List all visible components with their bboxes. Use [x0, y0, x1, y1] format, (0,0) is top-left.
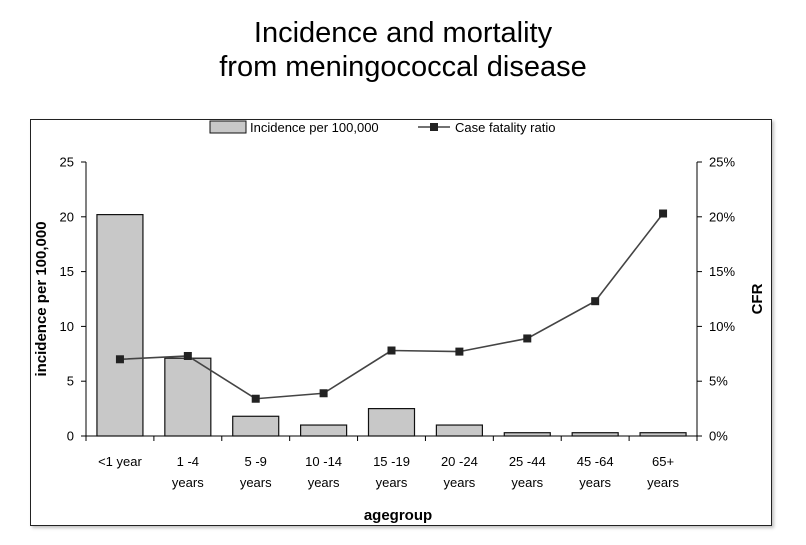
bar: [96, 214, 144, 437]
y-axis-title: incidence per 100,000: [33, 221, 50, 376]
cfr-point: [251, 394, 260, 403]
y-tick-label-right: 20%: [709, 209, 735, 224]
y-tick-label-right: 10%: [709, 319, 735, 334]
x-tick-label: 5 -9: [245, 454, 267, 469]
x-tick-label: years: [308, 475, 340, 490]
x-tick-label: 65+: [652, 454, 674, 469]
bar: [639, 432, 687, 437]
y2-axis-title: CFR: [749, 283, 766, 314]
x-tick-label: 10 -14: [305, 454, 342, 469]
x-tick-label: years: [511, 475, 543, 490]
x-tick-label: years: [647, 475, 679, 490]
y-tick-label-left: 10: [60, 319, 74, 334]
bar: [300, 424, 348, 437]
x-tick-label: 20 -24: [441, 454, 478, 469]
x-tick-label: years: [240, 475, 272, 490]
y-tick-label-right: 0%: [709, 429, 728, 444]
cfr-point: [183, 351, 192, 360]
bar: [571, 432, 619, 437]
y-tick-label-right: 25%: [709, 155, 735, 170]
y-tick-label-right: 5%: [709, 374, 728, 389]
cfr-point: [387, 346, 396, 355]
x-tick-label: <1 year: [98, 454, 142, 469]
bar: [435, 424, 483, 437]
legend-label-incidence: Incidence per 100,000: [250, 120, 379, 135]
title-line-1: Incidence and mortality: [253, 17, 553, 49]
x-tick-label: 25 -44: [509, 454, 546, 469]
legend-label-cfr: Case fatality ratio: [455, 120, 555, 135]
bar: [503, 432, 551, 437]
cfr-point: [455, 347, 464, 356]
y-tick-label-left: 0: [67, 429, 74, 444]
x-tick-label: years: [172, 475, 204, 490]
y-tick-label-left: 5: [67, 374, 74, 389]
legend-marker-swatch: [430, 123, 438, 131]
x-tick-label: years: [376, 475, 408, 490]
bar: [164, 357, 212, 437]
y-tick-label-left: 15: [60, 264, 74, 279]
cfr-point: [115, 355, 124, 364]
y-tick-label-left: 20: [60, 209, 74, 224]
x-tick-label: 45 -64: [577, 454, 614, 469]
x-tick-label: years: [443, 475, 475, 490]
title-line-2: from meningococcal disease: [219, 51, 587, 83]
bar: [232, 415, 280, 437]
cfr-point: [659, 209, 668, 218]
x-tick-label: 15 -19: [373, 454, 410, 469]
bar: [367, 408, 416, 437]
y-tick-label-right: 15%: [709, 264, 735, 279]
x-axis-title: agegroup: [364, 507, 432, 524]
x-tick-label: 1 -4: [177, 454, 199, 469]
page-title: Incidence and mortality from meningococc…: [0, 16, 806, 84]
chart-frame: [30, 119, 772, 526]
cfr-point: [523, 334, 532, 343]
y-tick-label-left: 25: [60, 155, 74, 170]
x-tick-label: years: [579, 475, 611, 490]
cfr-point: [319, 389, 328, 398]
legend-bar-swatch: [209, 120, 247, 134]
cfr-point: [591, 297, 600, 306]
